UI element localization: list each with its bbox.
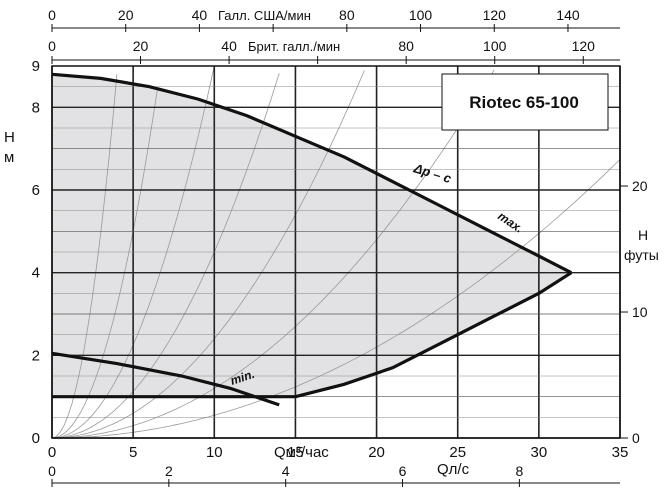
uk-gpm-tick-label-0: 0 [48, 38, 56, 54]
series-right-boundary [295, 271, 573, 399]
chart-background [52, 74, 572, 397]
y-tick-label-5: 9 [32, 58, 40, 75]
uk-gpm-tick-label-6: 120 [572, 38, 596, 54]
us-gpm-tick-label-2: 40 [192, 7, 208, 23]
system-curve-0 [51, 74, 118, 439]
ft-tick-label-2: 20 [632, 178, 648, 194]
uk-gpm-tick-label-1: 20 [133, 38, 149, 54]
uk-gpm-axis-label: Брит. галл./мин [248, 39, 340, 54]
y-axis-label-right-line-0: Н [638, 227, 648, 243]
ft-tick-label-0: 0 [632, 430, 640, 446]
l-per-s-tick-label-3: 6 [399, 463, 407, 479]
ft-tick-label-1: 10 [632, 304, 648, 320]
y-axis-label-right-line-1: футы [624, 247, 659, 263]
series-min-curve [51, 351, 280, 407]
us-gpm-tick-label-6: 120 [483, 7, 507, 23]
l-per-s-tick-label-1: 2 [165, 463, 173, 479]
l-per-s-tick-label-0: 0 [48, 463, 56, 479]
x-tick-label-0: 0 [48, 444, 56, 461]
system-curve-4 [51, 70, 365, 439]
plot-frame [51, 65, 621, 439]
x-tick-label-5: 25 [449, 444, 466, 461]
y-tick-label-0: 0 [32, 430, 40, 447]
chart-labels: Riotec 65-100 Δp – c max. min. Qм³/час Г… [4, 8, 659, 478]
x-tick-label-4: 20 [368, 444, 385, 461]
y-tick-label-1: 2 [32, 347, 40, 364]
us-gpm-tick-label-1: 20 [118, 7, 134, 23]
l-per-s-tick-label-4: 8 [515, 463, 523, 479]
us-gpm-tick-label-4: 80 [339, 7, 355, 23]
y-axis-label-left-line-0: Н [4, 129, 15, 146]
l-per-s-axis-label: Qл/с [437, 461, 470, 478]
y-axis-label-left-line-1: м [4, 149, 14, 166]
system-curve-5 [52, 69, 495, 439]
annotation-max: max. [495, 209, 526, 236]
series-max-curve [51, 72, 573, 275]
system-curve-3 [51, 73, 280, 439]
x-tick-label-7: 35 [612, 444, 629, 461]
chart-title: Riotec 65-100 [469, 93, 579, 112]
x-tick-label-1: 5 [129, 444, 137, 461]
us-gpm-tick-label-0: 0 [48, 7, 56, 23]
x-axis-label: Qм³/час [274, 444, 329, 461]
y-tick-label-4: 8 [32, 99, 40, 116]
uk-gpm-tick-label-4: 80 [398, 38, 414, 54]
system-curve-1 [51, 88, 158, 439]
x-tick-label-2: 10 [206, 444, 223, 461]
l-per-s-tick-label-2: 4 [282, 463, 290, 479]
system-curves [51, 65, 621, 439]
uk-gpm-tick-label-5: 100 [483, 38, 507, 54]
x-tick-label-3: 15 [287, 444, 304, 461]
chart-series [51, 72, 573, 407]
y-tick-label-3: 6 [32, 182, 40, 199]
title-box [441, 73, 609, 131]
us-gpm-tick-label-7: 140 [556, 7, 580, 23]
y-tick-label-2: 4 [32, 265, 40, 282]
us-gpm-axis-label: Галл. США/мин [218, 8, 311, 23]
annotation-dp-c: Δp – c [411, 160, 454, 186]
us-gpm-tick-label-5: 100 [409, 7, 433, 23]
y-axis-label-left: Нм [4, 129, 15, 166]
operating-region [52, 74, 572, 397]
x-tick-label-6: 30 [531, 444, 548, 461]
uk-gpm-tick-label-2: 40 [221, 38, 237, 54]
system-curve-6 [52, 159, 621, 439]
